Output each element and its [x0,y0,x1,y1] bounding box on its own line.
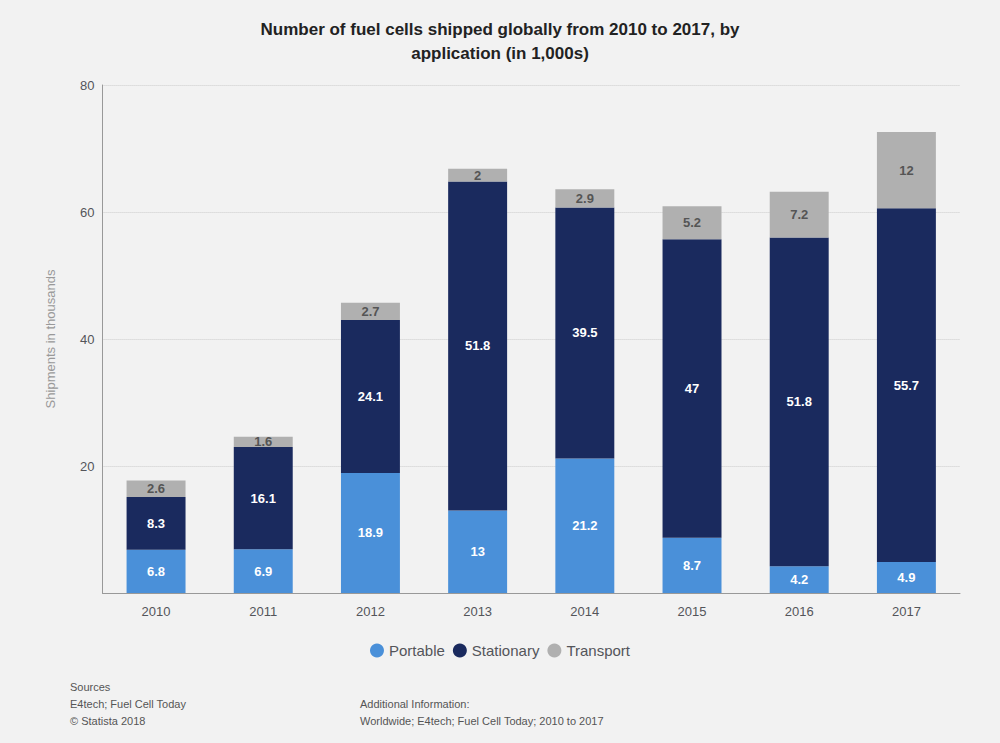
svg-text:55.7: 55.7 [894,378,919,393]
svg-text:2016: 2016 [785,604,814,619]
svg-text:51.8: 51.8 [465,338,490,353]
svg-text:2017: 2017 [892,604,921,619]
svg-text:2.9: 2.9 [576,191,594,206]
svg-text:21.2: 21.2 [572,518,597,533]
svg-text:application (in 1,000s): application (in 1,000s) [411,44,589,63]
svg-text:Additional Information:: Additional Information: [360,698,469,710]
svg-text:8.7: 8.7 [683,558,701,573]
svg-text:6.8: 6.8 [147,564,165,579]
svg-text:Shipments in thousands: Shipments in thousands [43,269,58,408]
svg-text:40: 40 [80,332,94,347]
svg-text:E4tech; Fuel Cell Today: E4tech; Fuel Cell Today [70,698,186,710]
svg-text:4.9: 4.9 [897,570,915,585]
svg-text:Portable: Portable [389,642,445,659]
svg-text:24.1: 24.1 [358,389,383,404]
svg-text:Stationary: Stationary [472,642,540,659]
svg-text:Sources: Sources [70,681,111,693]
svg-text:18.9: 18.9 [358,525,383,540]
svg-text:5.2: 5.2 [683,215,701,230]
svg-text:12: 12 [899,163,913,178]
svg-text:47: 47 [685,381,699,396]
svg-text:2.7: 2.7 [361,304,379,319]
svg-text:© Statista 2018: © Statista 2018 [70,715,145,727]
svg-text:39.5: 39.5 [572,325,597,340]
svg-text:2014: 2014 [570,604,599,619]
svg-text:2013: 2013 [463,604,492,619]
svg-text:2.6: 2.6 [147,481,165,496]
svg-text:16.1: 16.1 [251,491,276,506]
svg-text:Transport: Transport [566,642,630,659]
svg-text:13: 13 [470,544,484,559]
svg-text:7.2: 7.2 [790,207,808,222]
svg-text:6.9: 6.9 [254,564,272,579]
svg-text:2015: 2015 [678,604,707,619]
svg-text:2010: 2010 [142,604,171,619]
svg-text:20: 20 [80,459,94,474]
svg-text:60: 60 [80,205,94,220]
svg-text:Number of fuel cells shipped g: Number of fuel cells shipped globally fr… [261,20,741,39]
svg-text:4.2: 4.2 [790,572,808,587]
svg-text:2012: 2012 [356,604,385,619]
svg-text:2011: 2011 [249,604,277,619]
svg-text:80: 80 [80,78,94,93]
svg-text:Worldwide; E4tech; Fuel Cell T: Worldwide; E4tech; Fuel Cell Today; 2010… [360,715,604,727]
svg-text:51.8: 51.8 [787,394,812,409]
svg-text:1.6: 1.6 [254,434,272,449]
svg-text:2: 2 [474,168,481,183]
svg-text:8.3: 8.3 [147,516,165,531]
